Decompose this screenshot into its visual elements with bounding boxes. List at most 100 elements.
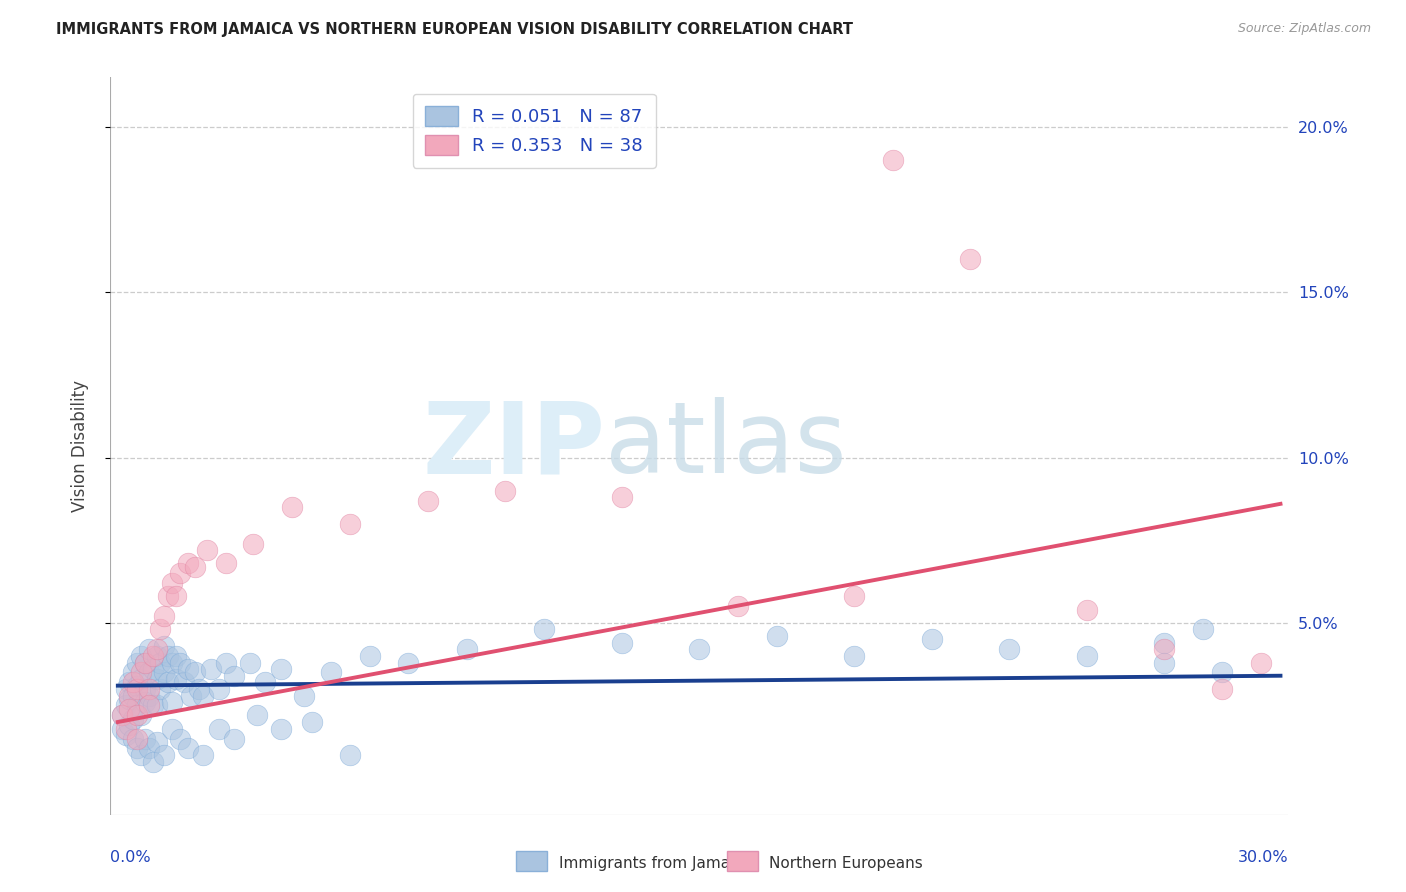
Point [1076, 648, 1098, 663]
Point [165, 648, 187, 663]
Point [114, 728, 136, 742]
Point [118, 675, 141, 690]
Point [184, 559, 207, 574]
Point [215, 557, 238, 571]
Point [610, 490, 633, 504]
Point [222, 731, 245, 746]
Point [270, 722, 292, 736]
Point [173, 675, 195, 690]
Text: atlas: atlas [605, 398, 846, 494]
Point [127, 656, 149, 670]
Point [1153, 635, 1175, 649]
Point [398, 656, 420, 670]
Point [118, 718, 141, 732]
Point [844, 590, 866, 604]
Point [1076, 602, 1098, 616]
Point [142, 662, 165, 676]
Point [145, 735, 167, 749]
Legend: R = 0.051   N = 87, R = 0.353   N = 38: R = 0.051 N = 87, R = 0.353 N = 38 [413, 94, 655, 168]
Point [292, 689, 315, 703]
Point [254, 675, 277, 690]
Point [134, 695, 156, 709]
Point [176, 741, 198, 756]
Point [145, 642, 167, 657]
Point [921, 632, 943, 647]
Point [176, 557, 198, 571]
Point [129, 648, 152, 663]
Point [111, 722, 134, 736]
Point [153, 609, 176, 624]
Point [122, 712, 145, 726]
Text: ZIP: ZIP [422, 398, 605, 494]
Point [1250, 656, 1272, 670]
Point [122, 665, 145, 680]
Point [176, 662, 198, 676]
Point [157, 675, 180, 690]
Point [149, 656, 172, 670]
Point [359, 648, 381, 663]
Point [111, 708, 134, 723]
Text: Source: ZipAtlas.com: Source: ZipAtlas.com [1237, 22, 1371, 36]
Point [165, 672, 187, 686]
Point [157, 590, 180, 604]
Point [149, 623, 172, 637]
Point [215, 656, 238, 670]
Point [134, 681, 156, 696]
Point [165, 590, 187, 604]
Point [456, 642, 478, 657]
Point [242, 536, 264, 550]
Point [1211, 665, 1233, 680]
Point [1192, 623, 1215, 637]
Point [145, 648, 167, 663]
Point [145, 698, 167, 713]
Point [844, 648, 866, 663]
Point [1211, 681, 1233, 696]
Point [129, 708, 152, 723]
Point [160, 695, 183, 709]
Point [246, 708, 269, 723]
Point [180, 689, 202, 703]
Point [610, 635, 633, 649]
Point [1153, 642, 1175, 657]
Text: IMMIGRANTS FROM JAMAICA VS NORTHERN EUROPEAN VISION DISABILITY CORRELATION CHART: IMMIGRANTS FROM JAMAICA VS NORTHERN EURO… [56, 22, 853, 37]
Y-axis label: Vision Disability: Vision Disability [72, 380, 89, 512]
Point [153, 639, 176, 653]
Point [688, 642, 710, 657]
Point [118, 702, 141, 716]
Point [153, 665, 176, 680]
Point [239, 656, 262, 670]
Point [184, 665, 207, 680]
Point [127, 698, 149, 713]
Point [998, 642, 1021, 657]
Point [222, 669, 245, 683]
Point [118, 691, 141, 706]
Point [765, 629, 787, 643]
Point [134, 656, 156, 670]
Point [127, 679, 149, 693]
Point [114, 722, 136, 736]
Point [207, 681, 229, 696]
Point [134, 731, 156, 746]
Point [145, 672, 167, 686]
Point [114, 681, 136, 696]
Point [127, 731, 149, 746]
Point [533, 623, 555, 637]
Point [142, 698, 165, 713]
Point [138, 665, 160, 680]
Point [169, 656, 191, 670]
Point [111, 708, 134, 723]
Point [129, 672, 152, 686]
Point [149, 681, 172, 696]
Point [1153, 656, 1175, 670]
Point [138, 642, 160, 657]
Point [122, 675, 145, 690]
Point [195, 543, 218, 558]
Point [138, 689, 160, 703]
Point [127, 741, 149, 756]
Point [301, 714, 323, 729]
Point [270, 662, 292, 676]
Point [169, 566, 191, 581]
Point [142, 755, 165, 769]
Point [129, 665, 152, 680]
Text: 30.0%: 30.0% [1237, 850, 1288, 865]
